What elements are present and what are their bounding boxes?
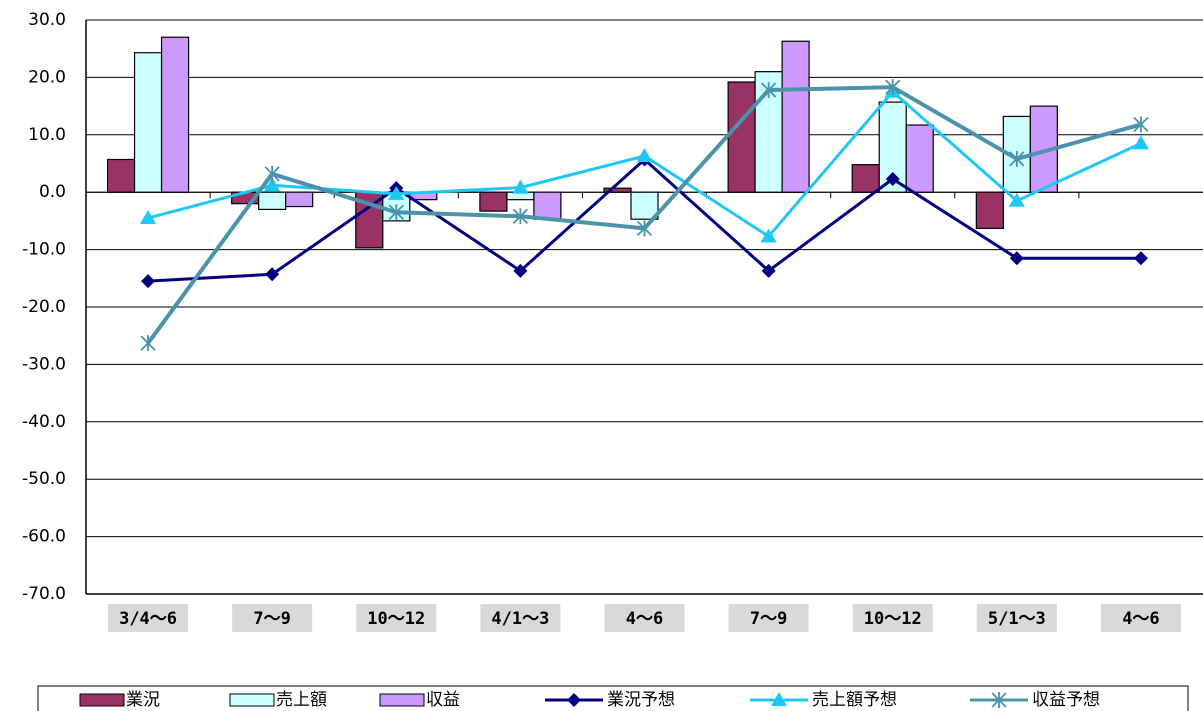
marker [512,208,529,225]
legend-label: 業況 [126,690,160,710]
marker [1133,116,1149,133]
marker [1132,135,1149,150]
bar [160,36,190,193]
bar [603,187,632,193]
y-tick-label: 10.0 [28,125,66,145]
x-label-bg [852,604,933,632]
legend-label: 売上額 [276,690,327,710]
marker [513,263,528,278]
bar [285,191,314,208]
bar [905,124,934,193]
bar [630,191,659,220]
y-tick-label: 20.0 [28,67,66,87]
bar [106,158,136,193]
y-tick-label: 30.0 [28,10,66,30]
marker [760,82,777,99]
marker [264,177,281,192]
marker [265,267,280,282]
marker [1008,192,1025,207]
x-label-bg [232,604,313,632]
marker [760,228,777,243]
x-label-bg [604,604,685,632]
bar [258,191,287,211]
y-tick-label: -10.0 [22,240,66,260]
marker [140,210,157,225]
legend-label: 収益予想 [1032,690,1100,710]
bar [533,191,562,220]
bar [727,81,756,193]
bar [781,40,810,193]
x-tick-label: 4/1〜3 [491,609,549,629]
bar [851,164,880,193]
marker [140,335,156,352]
marker [1133,251,1148,266]
marker [991,692,1007,708]
bar [133,52,163,193]
x-label-bg [108,604,189,632]
x-tick-label: 3/4〜6 [119,609,177,629]
marker [636,220,653,237]
marker [388,204,404,221]
x-tick-label: 4〜6 [1122,609,1159,629]
legend-label: 売上額予想 [812,690,897,710]
legend-swatch [79,693,125,707]
y-tick-label: -60.0 [22,527,66,547]
legend-swatch [379,693,425,707]
marker [264,165,280,182]
legend-label: 収益 [426,690,460,710]
x-tick-label: 10〜12 [864,609,922,629]
marker [512,179,529,194]
x-label-bg [976,604,1057,632]
y-tick-label: 0.0 [39,182,66,202]
marker [885,79,901,96]
bar [975,191,1004,229]
y-tick-label: -40.0 [22,412,66,432]
y-tick-label: -70.0 [22,584,66,604]
marker [141,274,156,289]
x-tick-label: 7〜9 [253,609,290,629]
x-tick-label: 7〜9 [750,609,787,629]
marker [636,148,653,163]
marker [885,171,900,186]
marker [388,185,405,200]
marker [1009,150,1025,167]
y-tick-label: -20.0 [22,297,66,317]
x-label-bg [728,604,809,632]
x-tick-label: 4〜6 [626,609,663,629]
bar [479,191,508,212]
legend-label: 業況予想 [607,690,675,710]
marker [1009,251,1024,266]
legend-swatch [229,693,275,707]
x-label-bg [480,604,561,632]
marker [567,693,581,707]
x-tick-label: 10〜12 [367,609,425,629]
x-tick-label: 5/1〜3 [988,609,1046,629]
y-tick-label: -50.0 [22,469,66,489]
x-label-bg [356,604,437,632]
marker [761,263,776,278]
y-tick-label: -30.0 [22,354,66,374]
x-label-bg [1100,604,1181,632]
marker [771,692,787,706]
